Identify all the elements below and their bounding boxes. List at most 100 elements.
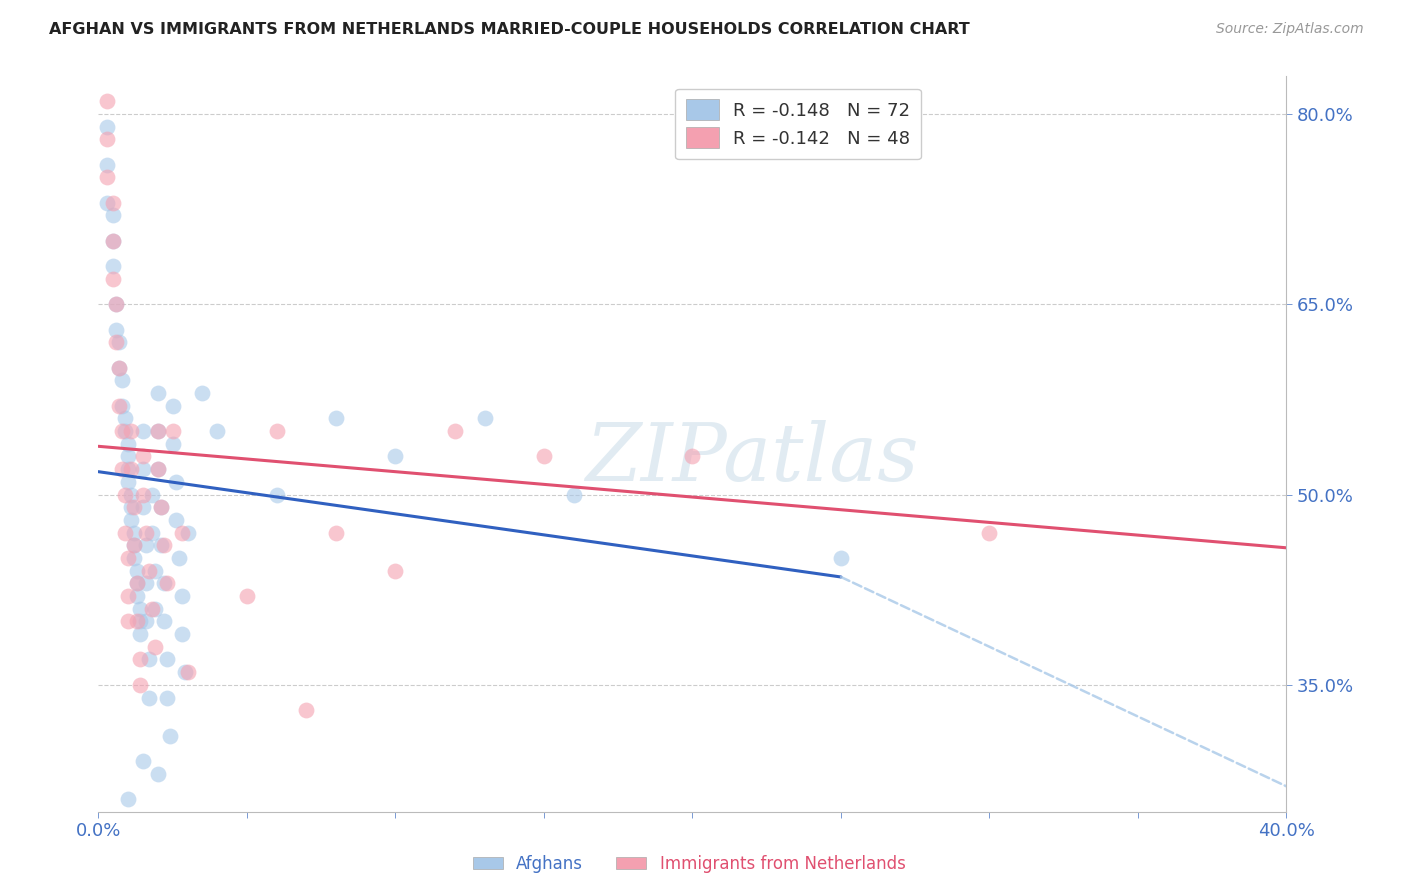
Point [149,500,172,515]
Point [117,792,139,806]
Point [325,411,347,425]
Point [96,120,118,134]
Point [117,589,139,603]
Legend: R = -0.148   N = 72, R = -0.142   N = 48: R = -0.148 N = 72, R = -0.142 N = 48 [675,88,921,159]
Point [120,500,142,515]
Point [135,615,157,629]
Point [108,360,131,375]
Point [120,462,142,476]
Point [443,424,465,438]
Point [141,487,163,501]
Point [167,551,190,566]
Point [96,94,118,108]
Point [143,640,166,654]
Point [117,475,139,489]
Point [96,158,118,172]
Point [132,487,155,501]
Point [325,525,347,540]
Point [114,525,136,540]
Point [149,500,172,515]
Point [152,576,174,591]
Point [562,487,585,501]
Point [125,576,148,591]
Text: AFGHAN VS IMMIGRANTS FROM NETHERLANDS MARRIED-COUPLE HOUSEHOLDS CORRELATION CHAR: AFGHAN VS IMMIGRANTS FROM NETHERLANDS MA… [49,22,970,37]
Point [474,411,496,425]
Point [114,411,136,425]
Point [162,436,184,450]
Point [120,513,142,527]
Point [159,729,181,743]
Point [295,703,318,717]
Point [117,436,139,450]
Point [122,538,145,552]
Point [132,462,155,476]
Point [384,564,406,578]
Point [830,551,852,566]
Point [129,601,152,615]
Point [103,208,125,222]
Point [135,538,157,552]
Point [111,424,134,438]
Point [146,424,169,438]
Point [146,462,169,476]
Point [120,424,142,438]
Point [111,462,134,476]
Text: Source: ZipAtlas.com: Source: ZipAtlas.com [1216,22,1364,37]
Point [176,665,198,680]
Point [146,462,169,476]
Point [135,525,157,540]
Point [117,462,139,476]
Point [96,195,118,210]
Point [129,627,152,641]
Point [122,500,145,515]
Point [141,601,163,615]
Point [138,564,160,578]
Point [105,297,128,311]
Point [165,475,187,489]
Point [266,424,288,438]
Point [105,322,128,336]
Point [135,576,157,591]
Point [165,513,187,527]
Point [143,601,166,615]
Point [170,589,193,603]
Point [132,450,155,464]
Point [129,615,152,629]
Point [129,678,152,692]
Point [103,272,125,286]
Point [96,132,118,146]
Point [205,424,228,438]
Point [979,525,1001,540]
Point [129,652,152,666]
Point [114,487,136,501]
Point [156,652,179,666]
Point [132,500,155,515]
Point [108,335,131,350]
Point [103,259,125,273]
Point [141,525,163,540]
Point [108,360,131,375]
Point [146,424,169,438]
Point [146,766,169,780]
Text: ZIPatlas: ZIPatlas [585,420,918,497]
Point [122,525,145,540]
Point [122,538,145,552]
Point [176,525,198,540]
Point [162,399,184,413]
Point [156,576,179,591]
Point [266,487,288,501]
Point [108,399,131,413]
Point [132,424,155,438]
Point [132,754,155,768]
Point [105,335,128,350]
Point [111,399,134,413]
Point [105,297,128,311]
Point [152,538,174,552]
Point [152,615,174,629]
Point [125,564,148,578]
Point [103,234,125,248]
Point [114,424,136,438]
Point [138,690,160,705]
Legend: Afghans, Immigrants from Netherlands: Afghans, Immigrants from Netherlands [465,848,912,880]
Point [170,525,193,540]
